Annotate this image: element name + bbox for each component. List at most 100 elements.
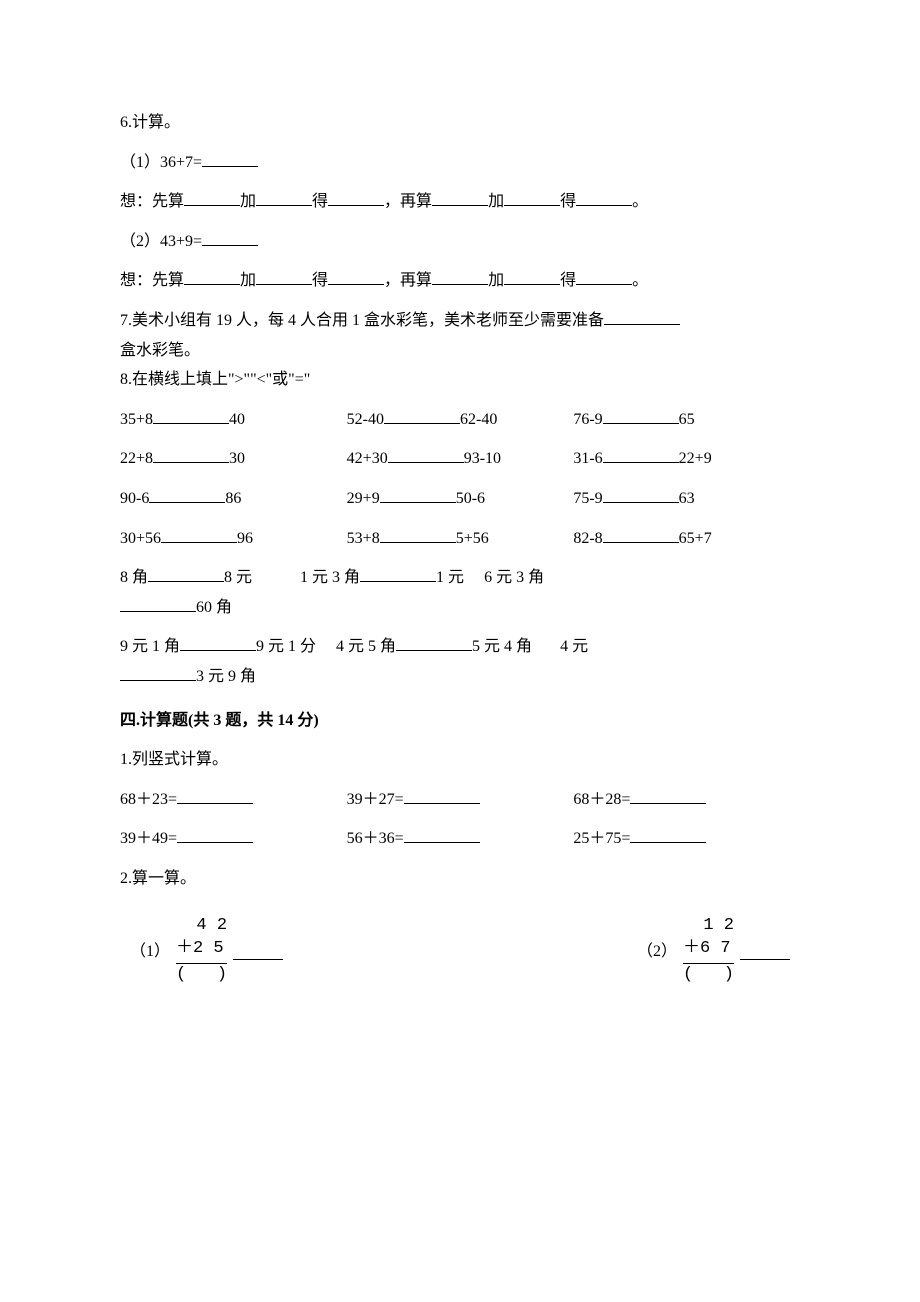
q6-jia: 加 bbox=[488, 272, 504, 289]
blank bbox=[149, 486, 225, 503]
blank bbox=[504, 189, 560, 206]
rhs: 63 bbox=[679, 490, 695, 507]
rhs: 86 bbox=[225, 490, 241, 507]
vertical-column: 1 2 ＋6 7 ( ) bbox=[683, 915, 734, 987]
blank bbox=[328, 268, 384, 285]
blank bbox=[380, 486, 456, 503]
blank bbox=[604, 308, 680, 325]
lhs: 53+8 bbox=[347, 530, 380, 547]
blank bbox=[396, 634, 472, 651]
blank bbox=[603, 486, 679, 503]
q6-part2: （2）43+9= bbox=[120, 229, 800, 255]
q8-row: 22+830 42+3093-10 31-622+9 bbox=[120, 446, 800, 472]
q6-think2: 想：先算加得，再算加得。 bbox=[120, 268, 800, 294]
q6-jia: 加 bbox=[240, 272, 256, 289]
blank bbox=[630, 826, 706, 843]
q8-row: 90-6 86 29+9 50-6 75-9 63 bbox=[120, 486, 800, 512]
q8-title: 8.在横线上填上">""<"或"=" bbox=[120, 367, 800, 393]
lhs: 4 元 bbox=[560, 638, 588, 655]
q6-de: 得 bbox=[312, 272, 328, 289]
lhs: 76-9 bbox=[573, 411, 602, 428]
q6-think-prefix: 想：先算 bbox=[120, 272, 184, 289]
rhs: 1 元 bbox=[436, 569, 464, 586]
lhs: 6 元 3 角 bbox=[484, 569, 544, 586]
lhs: 35+8 bbox=[120, 411, 153, 428]
lhs: 4 元 5 角 bbox=[336, 638, 396, 655]
rhs: 3 元 9 角 bbox=[196, 668, 256, 685]
lhs: 8 角 bbox=[120, 569, 148, 586]
q6-think-prefix: 想：先算 bbox=[120, 193, 184, 210]
s4q2-title: 2.算一算。 bbox=[120, 866, 800, 892]
blank bbox=[432, 268, 488, 285]
blank bbox=[161, 526, 237, 543]
q8-rows: 35+840 52-4062-40 76-965 22+830 42+3093-… bbox=[120, 407, 800, 551]
blank bbox=[177, 826, 253, 843]
lhs: 82-8 bbox=[573, 530, 602, 547]
expr: 25＋75= bbox=[573, 830, 630, 847]
q7-text-a: 7.美术小组有 19 人，每 4 人合用 1 盒水彩笔，美术老师至少需要准备 bbox=[120, 312, 604, 329]
q6-jia: 加 bbox=[488, 193, 504, 210]
expr: 68＋23= bbox=[120, 791, 177, 808]
blank bbox=[576, 189, 632, 206]
answer-blank bbox=[233, 943, 283, 960]
blank bbox=[120, 595, 196, 612]
calc-top: 4 2 bbox=[176, 915, 227, 938]
q8-money-r2a: 9 元 1 角9 元 1 分 4 元 5 角5 元 4 角 4 元 bbox=[120, 634, 800, 660]
s4q1-row2: 39＋49= 56＋36= 25＋75= bbox=[120, 826, 800, 852]
s4q1-title: 1.列竖式计算。 bbox=[120, 747, 800, 773]
q6-p1-prefix: （1）36+7= bbox=[120, 154, 202, 171]
s4q2-row: （1） 4 2 ＋2 5 ( ) （2） 1 2 ＋6 7 ( ) bbox=[120, 915, 800, 987]
blank bbox=[184, 189, 240, 206]
vertical-calc-1: （1） 4 2 ＋2 5 ( ) bbox=[130, 915, 283, 987]
q8-row: 35+840 52-4062-40 76-965 bbox=[120, 407, 800, 433]
expr: 68＋28= bbox=[573, 791, 630, 808]
lhs: 42+30 bbox=[347, 450, 388, 467]
q8-money-r1a: 8 角 8 元 1 元 3 角 1 元 6 元 3 角 bbox=[120, 565, 800, 591]
blank bbox=[388, 446, 464, 463]
rhs: 62-40 bbox=[460, 411, 497, 428]
calc-bot: ＋6 7 bbox=[683, 938, 734, 961]
calc-top: 1 2 bbox=[683, 915, 734, 938]
q6-part1: （1）36+7= bbox=[120, 150, 800, 176]
q8-money-r1b: 60 角 bbox=[120, 595, 800, 621]
blank bbox=[576, 268, 632, 285]
q6-jia: 加 bbox=[240, 193, 256, 210]
blank bbox=[148, 565, 224, 582]
q6-de: 得 bbox=[560, 193, 576, 210]
calc-bot: ＋2 5 bbox=[176, 938, 227, 961]
blank bbox=[630, 787, 706, 804]
lhs: 29+9 bbox=[347, 490, 380, 507]
q6-de: 得 bbox=[312, 193, 328, 210]
blank bbox=[202, 229, 258, 246]
rhs: 60 角 bbox=[196, 599, 232, 616]
section4-head: 四.计算题(共 3 题，共 14 分) bbox=[120, 708, 800, 734]
vertical-calc-2: （2） 1 2 ＋6 7 ( ) bbox=[637, 915, 790, 987]
q6-comma: ，再算 bbox=[384, 272, 432, 289]
blank bbox=[202, 150, 258, 167]
page: 6.计算。 （1）36+7= 想：先算加得，再算加得。 （2）43+9= 想：先… bbox=[0, 0, 920, 1302]
blank bbox=[603, 446, 679, 463]
rhs: 30 bbox=[229, 450, 245, 467]
blank bbox=[153, 446, 229, 463]
lhs: 75-9 bbox=[573, 490, 602, 507]
lhs: 90-6 bbox=[120, 490, 149, 507]
blank bbox=[603, 526, 679, 543]
blank bbox=[184, 268, 240, 285]
lhs: 30+56 bbox=[120, 530, 161, 547]
rhs: 8 元 bbox=[224, 569, 252, 586]
q6-de: 得 bbox=[560, 272, 576, 289]
rhs: 5 元 4 角 bbox=[472, 638, 532, 655]
lhs: 52-40 bbox=[347, 411, 384, 428]
lhs: 1 元 3 角 bbox=[300, 569, 360, 586]
q6-comma: ，再算 bbox=[384, 193, 432, 210]
blank bbox=[256, 189, 312, 206]
answer-blank bbox=[740, 943, 790, 960]
calc-res: ( ) bbox=[176, 964, 227, 987]
lhs: 9 元 1 角 bbox=[120, 638, 180, 655]
blank bbox=[384, 407, 460, 424]
rhs: 93-10 bbox=[464, 450, 501, 467]
calc-label: （2） bbox=[637, 939, 677, 965]
rhs: 50-6 bbox=[456, 490, 485, 507]
blank bbox=[504, 268, 560, 285]
q7-line2: 盒水彩笔。 bbox=[120, 338, 800, 364]
